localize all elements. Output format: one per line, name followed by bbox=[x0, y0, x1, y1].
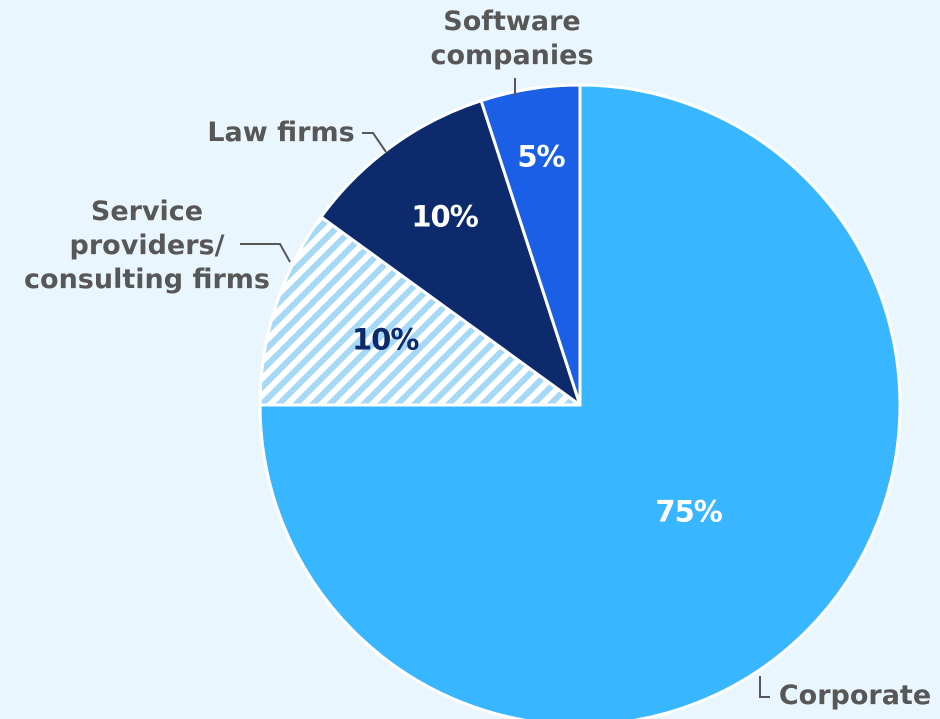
pie-slice bbox=[479, 83, 582, 407]
value-label: 75% bbox=[655, 495, 722, 529]
pie-slice bbox=[319, 99, 582, 407]
category-label: Service providers/ consulting firms bbox=[24, 196, 270, 295]
value-label: 10% bbox=[411, 200, 478, 234]
category-label: Law firms bbox=[207, 117, 355, 148]
category-label: Software companies bbox=[430, 6, 594, 71]
leader-line bbox=[362, 132, 387, 153]
value-label: 5% bbox=[517, 139, 565, 173]
leader-line bbox=[759, 676, 770, 698]
value-label: 10% bbox=[352, 323, 419, 357]
category-label: Corporate bbox=[778, 680, 932, 711]
pie-slice bbox=[258, 215, 582, 407]
leader-line bbox=[240, 243, 291, 263]
